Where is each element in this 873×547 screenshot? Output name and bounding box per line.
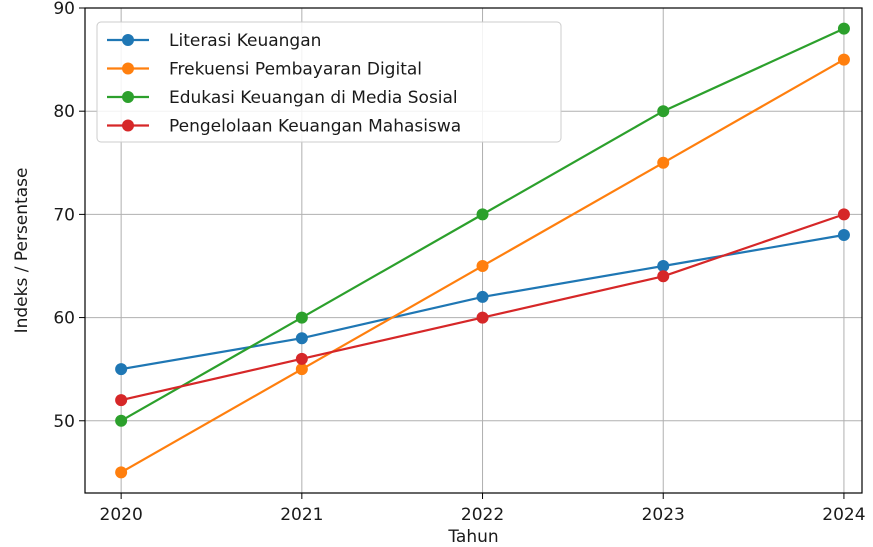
- legend: Literasi Keuangan Frekuensi Pembayaran Di…: [96, 21, 562, 143]
- series-4: [115, 208, 850, 407]
- data-point: [657, 156, 670, 169]
- legend-item: Frekuensi Pembayaran Digital: [107, 60, 422, 80]
- data-point: [657, 105, 670, 118]
- legend-label: Pengelolaan Keuangan Mahasiswa: [169, 117, 461, 137]
- x-tick-label: 2021: [280, 505, 323, 525]
- legend-swatch-marker: [122, 62, 134, 75]
- x-tick-label: 2022: [461, 505, 504, 525]
- data-point: [837, 229, 850, 242]
- data-point: [295, 332, 308, 345]
- legend-swatch-marker: [122, 34, 134, 46]
- y-tick-label: 70: [53, 205, 75, 225]
- y-tick-label: 50: [53, 412, 75, 432]
- legend-box: [96, 21, 562, 143]
- data-point: [837, 22, 850, 35]
- series-3: [115, 22, 850, 427]
- data-point: [837, 53, 850, 66]
- y-tick-label: 60: [53, 309, 75, 329]
- series-lines: [115, 22, 850, 479]
- legend-label: Frekuensi Pembayaran Digital: [169, 60, 422, 80]
- data-point: [476, 259, 489, 272]
- legend-item: Literasi Keuangan: [107, 31, 321, 51]
- data-point: [295, 363, 308, 376]
- legend-swatch-marker: [122, 119, 134, 132]
- data-point: [476, 290, 489, 303]
- y-tick-label: 80: [53, 102, 75, 122]
- x-tick-label: 2023: [642, 505, 685, 525]
- y-axis-title: Indeks / Persentase: [12, 168, 32, 334]
- data-point: [115, 394, 128, 407]
- data-point: [115, 414, 128, 427]
- axis-ticks: 2020 2021 2022 2023 2024 50 60 70 80 90: [53, 0, 865, 525]
- data-point: [837, 208, 850, 221]
- data-point: [115, 466, 128, 479]
- data-point: [657, 259, 670, 272]
- legend-item: Edukasi Keuangan di Media Sosial: [107, 88, 458, 108]
- legend-label: Edukasi Keuangan di Media Sosial: [169, 88, 458, 108]
- x-axis-title: Tahun: [447, 527, 498, 547]
- legend-swatch-marker: [122, 91, 134, 103]
- plot-area-frame: [84, 7, 863, 494]
- legend-label: Literasi Keuangan: [169, 31, 321, 51]
- data-point: [657, 270, 670, 283]
- data-point: [295, 311, 308, 324]
- x-tick-label: 2020: [100, 505, 143, 525]
- data-point: [476, 208, 489, 221]
- data-point: [295, 352, 308, 365]
- series-2: [115, 53, 850, 479]
- data-point: [115, 363, 128, 376]
- legend-item: Pengelolaan Keuangan Mahasiswa: [107, 117, 461, 137]
- y-tick-label: 90: [53, 0, 75, 19]
- data-point: [476, 311, 489, 324]
- x-tick-label: 2024: [822, 505, 865, 525]
